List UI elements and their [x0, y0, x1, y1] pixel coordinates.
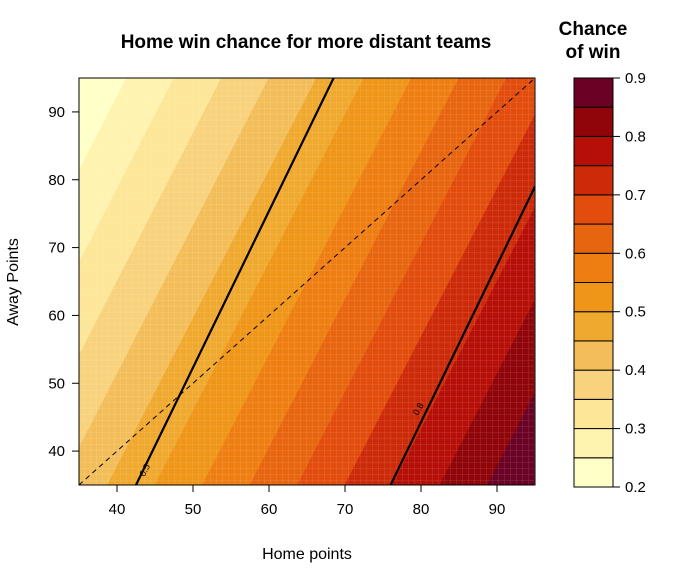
- legend-title-line-1: Chance: [559, 19, 628, 40]
- reference-line: [79, 78, 535, 485]
- legend-swatch: [573, 369, 614, 400]
- legend-tick-label: 0.6: [625, 245, 646, 262]
- y-tick-label: 80: [48, 172, 65, 189]
- contour-line: [389, 186, 535, 485]
- y-tick-label: 90: [48, 104, 65, 121]
- legend-swatch: [573, 135, 614, 167]
- legend-title-line-2: of win: [566, 42, 621, 63]
- legend-swatch: [573, 311, 614, 342]
- y-tick-label: 60: [48, 307, 65, 324]
- y-tick-label: 70: [48, 240, 65, 257]
- legend-swatch: [573, 340, 614, 371]
- legend-tick-label: 0.3: [625, 421, 646, 438]
- x-tick-label: 60: [261, 501, 278, 518]
- color-legend: Chance of win 0.2 0.3 0.4 0.5 0.6 0.7 0.8 0.9: [559, 19, 646, 496]
- legend-tick-label: 0.7: [625, 187, 646, 204]
- legend-axis: 0.2 0.3 0.4 0.5 0.6 0.7 0.8 0.9: [613, 70, 646, 496]
- legend-tick-label: 0.5: [625, 304, 646, 321]
- legend-tick-label: 0.4: [625, 362, 646, 379]
- legend-swatch: [573, 282, 614, 313]
- legend-swatch: [573, 194, 614, 225]
- legend-swatch: [573, 106, 614, 137]
- y-tick-label: 50: [48, 375, 65, 392]
- y-tick-label: 40: [48, 443, 65, 460]
- chart-title: Home win chance for more distant teams: [121, 32, 492, 53]
- legend-swatch: [573, 165, 614, 196]
- plot-area: 0.50.8: [79, 78, 535, 485]
- legend-tick-label: 0.8: [625, 128, 646, 145]
- x-axis-label: Home points: [262, 546, 352, 563]
- y-axis-label: Away Points: [5, 238, 22, 326]
- x-tick-label: 90: [489, 501, 506, 518]
- y-axis: 40 50 60 70 80 90: [48, 104, 80, 460]
- legend-swatch: [573, 457, 614, 488]
- x-tick-label: 40: [109, 501, 126, 518]
- x-tick-label: 70: [337, 501, 354, 518]
- legend-swatch: [573, 428, 614, 459]
- legend-swatch: [573, 252, 614, 284]
- x-tick-label: 50: [185, 501, 202, 518]
- legend-swatch: [573, 77, 614, 108]
- legend-tick-label: 0.2: [625, 479, 646, 496]
- legend-swatches: [573, 77, 614, 488]
- x-axis: 40 50 60 70 80 90: [109, 484, 506, 518]
- legend-swatch: [573, 398, 614, 430]
- legend-frame: [573, 77, 614, 488]
- contour-line: [135, 78, 335, 485]
- legend-swatch: [573, 223, 614, 254]
- legend-tick-label: 0.9: [625, 70, 646, 87]
- x-tick-label: 80: [413, 501, 430, 518]
